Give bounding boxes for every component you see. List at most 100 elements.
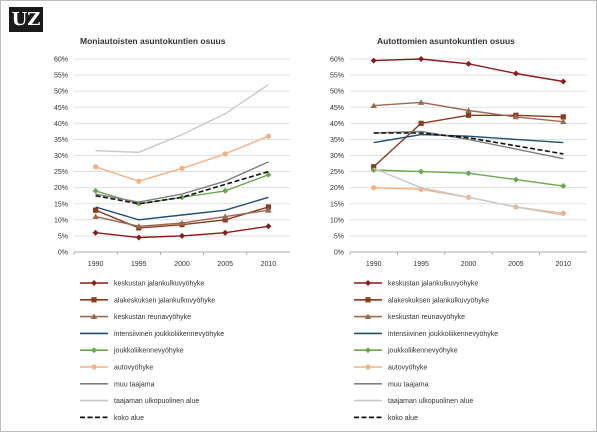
chart-title: Moniautoisten asuntokuntien osuus — [80, 36, 226, 46]
legend-label: joukkoliikennevyöhyke — [387, 348, 458, 355]
legend-item: autovyöhyke — [80, 364, 153, 372]
marker-5 — [365, 347, 371, 354]
marker-2 — [560, 114, 566, 120]
chart-title: Autottomien asuntokuntien osuus — [377, 36, 515, 46]
series-5 — [92, 171, 272, 207]
marker-3 — [222, 213, 229, 220]
x-tick-label: 2010 — [556, 261, 572, 268]
y-tick-label: 15% — [330, 201, 344, 208]
legend-label: koko alue — [114, 415, 144, 422]
legend-item: autovyöhyke — [354, 364, 427, 372]
legend-item: muu taajama — [354, 381, 429, 388]
marker-1 — [91, 280, 97, 286]
marker-2 — [365, 297, 371, 303]
marker-6 — [136, 178, 142, 184]
marker-6 — [222, 151, 228, 157]
legend-label: autovyöhyke — [388, 365, 427, 372]
series-2 — [93, 204, 271, 231]
marker-1 — [560, 78, 567, 85]
marker-6 — [365, 364, 371, 370]
legend-item: keskustan jalankulkuvyöhyke — [354, 280, 478, 288]
x-tick-label: 2000 — [461, 261, 477, 268]
y-tick-label: 10% — [330, 217, 344, 224]
marker-5 — [560, 183, 567, 190]
chart-1: Moniautoisten asuntokuntien osuus 0% 5% 10%… — [54, 36, 290, 422]
legend-item: alakeskuksen jalankulkuvyöhyke — [80, 297, 215, 304]
marker-3 — [265, 206, 272, 213]
legend-label: keskustan reunavyöhyke — [114, 314, 191, 321]
series-line — [95, 196, 269, 221]
legend-label: intensiivinen joukkoliikennevyöhyke — [388, 331, 498, 338]
marker-3 — [90, 313, 98, 319]
legend-label: joukkoliikennevyöhyke — [113, 348, 184, 355]
legend-label: intensiivinen joukkoliikennevyöhyke — [114, 331, 224, 338]
marker-1 — [265, 223, 272, 230]
series-line — [95, 84, 269, 154]
marker-6 — [91, 364, 97, 370]
uz-logo: UZ — [9, 7, 43, 32]
legend-item: alakeskuksen jalankulkuvyöhyke — [354, 297, 489, 304]
y-tick-label: 20% — [330, 185, 344, 192]
x-tick-label: 1990 — [88, 261, 104, 268]
y-tick-label: 0% — [334, 250, 344, 257]
marker-3 — [364, 313, 372, 319]
series-4 — [373, 133, 564, 144]
legend-label: koko alue — [388, 415, 418, 422]
marker-3 — [178, 219, 186, 226]
legend-label: keskustan reunavyöhyke — [388, 314, 465, 321]
y-tick-label: 55% — [54, 73, 68, 80]
marker-3 — [370, 102, 377, 109]
marker-3 — [512, 113, 520, 120]
marker-5 — [222, 187, 229, 194]
marker-5 — [92, 187, 99, 194]
y-tick-label: 5% — [334, 233, 344, 240]
legend-label: taajaman ulkopuolinen alue — [388, 398, 473, 405]
marker-3 — [560, 118, 567, 125]
series-line — [373, 133, 564, 144]
marker-1 — [512, 70, 519, 77]
marker-5 — [418, 168, 425, 175]
y-tick-label: 25% — [330, 169, 344, 176]
y-tick-label: 30% — [54, 153, 68, 160]
series-3 — [370, 99, 567, 125]
legend-item: taajaman ulkopuolinen alue — [80, 398, 199, 405]
marker-2 — [418, 120, 424, 126]
x-tick-label: 2005 — [217, 261, 233, 268]
marker-1 — [418, 56, 425, 62]
legend-label: alakeskuksen jalankulkuvyöhyke — [114, 297, 215, 304]
y-tick-label: 45% — [330, 105, 344, 112]
y-tick-label: 25% — [54, 169, 68, 176]
y-tick-label: 35% — [330, 137, 344, 144]
x-tick-label: 1990 — [366, 261, 382, 268]
legend-label: muu taajama — [114, 381, 155, 388]
marker-1 — [465, 60, 472, 67]
marker-6 — [179, 165, 185, 171]
marker-1 — [179, 232, 185, 239]
series-line — [95, 135, 269, 182]
legend-item: koko alue — [80, 415, 144, 422]
marker-3 — [92, 213, 99, 220]
marker-6 — [93, 164, 99, 170]
y-tick-label: 15% — [54, 201, 68, 208]
marker-5 — [465, 170, 472, 177]
y-tick-label: 45% — [54, 105, 68, 112]
series-8 — [373, 167, 564, 216]
x-tick-label: 2005 — [508, 261, 524, 268]
x-tick-label: 1995 — [131, 261, 147, 268]
marker-3 — [465, 107, 472, 113]
legend-item: keskustan jalankulkuvyöhyke — [80, 280, 204, 288]
legend-item: taajaman ulkopuolinen alue — [354, 398, 473, 405]
marker-5 — [91, 347, 97, 354]
y-tick-label: 60% — [330, 57, 344, 64]
legend-item: koko alue — [354, 415, 418, 422]
y-tick-label: 35% — [54, 137, 68, 144]
legend-label: taajaman ulkopuolinen alue — [114, 398, 199, 405]
legend-label: keskustan jalankulkuvyöhyke — [388, 281, 478, 288]
marker-1 — [365, 280, 371, 286]
legend-label: alakeskuksen jalankulkuvyöhyke — [388, 297, 489, 304]
marker-2 — [265, 204, 271, 210]
y-tick-label: 30% — [330, 153, 344, 160]
series-7 — [373, 130, 564, 160]
